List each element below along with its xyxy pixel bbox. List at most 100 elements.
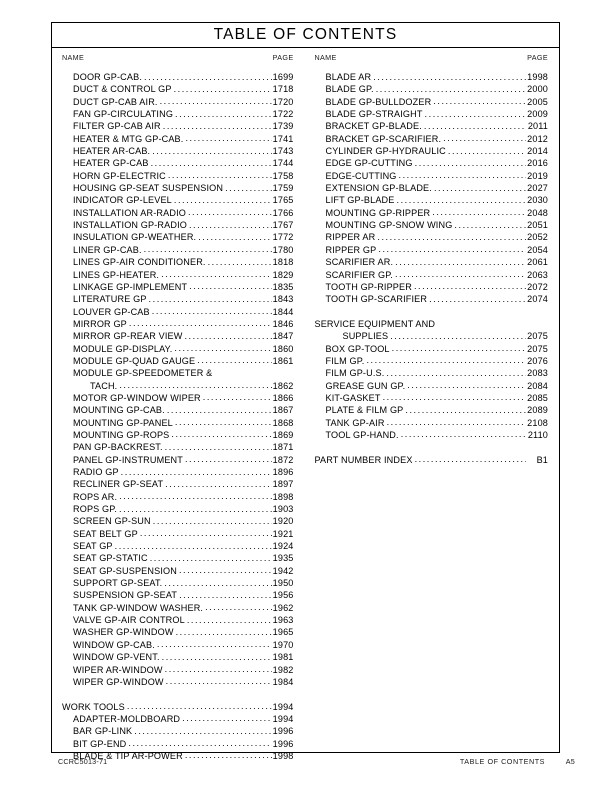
toc-entry-label: SCARIFIER AR. (325, 257, 394, 268)
toc-entry[interactable]: BLADE & TIP AR-POWER....................… (62, 750, 294, 762)
toc-entry[interactable]: LITERATURE GP...........................… (62, 293, 294, 305)
toc-entry[interactable]: EDGE GP-CUTTING.........................… (315, 157, 549, 169)
toc-entry[interactable]: WORK TOOLS..............................… (62, 701, 294, 713)
toc-entry[interactable]: TANK GP-AIR.............................… (315, 417, 549, 429)
toc-entry[interactable]: WASHER GP-WINDOW........................… (62, 626, 294, 638)
toc-entry[interactable]: ROPS GP.................................… (62, 503, 294, 515)
toc-entry[interactable]: BLADE AR................................… (315, 71, 549, 83)
toc-entry[interactable]: MOUNTING GP-SNOW WING...................… (315, 219, 549, 231)
toc-entry-label: LINER GP-CAB. (73, 244, 142, 255)
toc-entry[interactable]: HEATER AR-CAB...........................… (62, 145, 294, 157)
toc-leader-dots: ........................................… (394, 269, 526, 279)
toc-entry[interactable]: LINES GP-HEATER.........................… (62, 269, 294, 281)
toc-entry[interactable]: LINES GP-AIR CONDITIONER................… (62, 256, 294, 268)
toc-entry[interactable]: SEAT GP-STATIC..........................… (62, 552, 294, 564)
toc-entry[interactable]: HEATER GP-CAB...........................… (62, 157, 294, 169)
toc-entry-page-number: 2005 (527, 96, 548, 107)
toc-entry[interactable]: MODULE GP-SPEEDOMETER &.................… (62, 367, 294, 379)
toc-entry-page-number: 1720 (272, 96, 294, 107)
toc-entry[interactable]: BIT GP-END..............................… (62, 738, 294, 750)
toc-entry[interactable]: SUSPENSION GP-SEAT......................… (62, 589, 294, 601)
toc-entry-label: EDGE-CUTTING (325, 170, 397, 181)
toc-entry[interactable]: MOTOR GP-WINDOW WIPER...................… (62, 392, 294, 404)
toc-entry[interactable]: SCARIFIER AR............................… (315, 256, 549, 268)
toc-entry[interactable]: EDGE-CUTTING............................… (315, 170, 549, 182)
toc-leader-dots: ........................................… (454, 219, 526, 230)
toc-entry[interactable]: BLADE GP-BULLDOZER......................… (315, 96, 549, 108)
toc-entry[interactable]: RADIO GP................................… (62, 466, 294, 478)
toc-entry[interactable]: PAN GP-BACKREST.........................… (62, 441, 294, 453)
toc-entry[interactable]: RIPPER AR...............................… (315, 231, 549, 243)
toc-entry[interactable]: BAR GP-LINK.............................… (62, 725, 294, 737)
toc-entry[interactable]: BOX GP-TOOL.............................… (315, 343, 549, 355)
toc-entry[interactable]: FILM GP.................................… (315, 355, 549, 367)
toc-entry[interactable]: SUPPLIES................................… (315, 330, 549, 342)
toc-entry[interactable]: TOOTH GP-RIPPER.........................… (315, 281, 549, 293)
toc-entry[interactable]: MOUNTING GP-ROPS........................… (62, 429, 294, 441)
toc-entry[interactable]: TANK GP-WINDOW WASHER...................… (62, 602, 294, 614)
toc-entry-label: SCREEN GP-SUN (73, 516, 151, 527)
toc-entry-list-right: BLADE AR................................… (315, 71, 549, 466)
toc-entry[interactable]: HOUSING GP-SEAT SUSPENSION..............… (62, 182, 294, 194)
toc-entry[interactable]: FILTER GP-CAB AIR.......................… (62, 120, 294, 132)
toc-entry[interactable]: TOOL GP-HAND............................… (315, 429, 549, 441)
toc-entry[interactable]: PART NUMBER INDEX.......................… (315, 454, 549, 466)
toc-entry[interactable]: BRACKET GP-SCARIFIER....................… (315, 133, 549, 145)
toc-entry-page-number: 2048 (527, 207, 548, 218)
toc-entry-label: MOUNTING GP-PANEL (73, 417, 173, 428)
toc-entry[interactable]: MOUNTING GP-PANEL.......................… (62, 417, 294, 429)
toc-entry[interactable]: SEAT GP-SUSPENSION......................… (62, 565, 294, 577)
toc-entry[interactable]: GREASE GUN GP...........................… (315, 380, 549, 392)
toc-entry[interactable]: SEAT BELT GP............................… (62, 528, 294, 540)
toc-entry[interactable]: WIPER AR-WINDOW.........................… (62, 664, 294, 676)
toc-entry[interactable]: FAN GP-CIRCULATING......................… (62, 108, 294, 120)
toc-entry[interactable]: EXTENSION GP-BLADE......................… (315, 182, 549, 194)
toc-entry[interactable]: DUCT GP-CAB AIR.........................… (62, 96, 294, 108)
toc-entry[interactable]: KIT-GASKET..............................… (315, 392, 549, 404)
toc-entry[interactable]: RIPPER GP...............................… (315, 244, 549, 256)
toc-entry[interactable]: SCREEN GP-SUN...........................… (62, 515, 294, 527)
toc-entry[interactable]: DUCT & CONTROL GP.......................… (62, 83, 294, 95)
toc-entry[interactable]: INSTALLATION AR-RADIO...................… (62, 207, 294, 219)
toc-entry[interactable]: MIRROR GP-REAR VIEW.....................… (62, 330, 294, 342)
toc-entry[interactable]: MODULE GP-QUAD GAUGE....................… (62, 355, 294, 367)
toc-entry[interactable]: PANEL GP-INSTRUMENT.....................… (62, 454, 294, 466)
toc-entry[interactable]: MIRROR GP...............................… (62, 318, 294, 330)
toc-entry[interactable]: BLADE GP................................… (315, 83, 549, 95)
toc-entry[interactable]: SEAT GP.................................… (62, 540, 294, 552)
toc-entry[interactable]: RECLINER GP-SEAT........................… (62, 478, 294, 490)
toc-entry[interactable]: MOUNTING GP-CAB.........................… (62, 404, 294, 416)
toc-entry[interactable]: FILM GP-U.S.............................… (315, 367, 549, 379)
toc-entry[interactable]: MODULE GP-DISPLAY.......................… (62, 343, 294, 355)
toc-entry[interactable]: LINER GP-CAB............................… (62, 244, 294, 256)
footer-page-number: A5 (565, 757, 575, 766)
toc-entry[interactable]: BRACKET GP-BLADE........................… (315, 120, 549, 132)
toc-entry-label: SEAT GP (73, 541, 113, 552)
toc-entry[interactable]: TACH....................................… (62, 380, 294, 392)
toc-entry[interactable]: WINDOW GP-CAB...........................… (62, 639, 294, 651)
toc-entry[interactable]: WINDOW GP-VENT..........................… (62, 651, 294, 663)
toc-entry[interactable]: INDICATOR GP-LEVEL......................… (62, 194, 294, 206)
toc-leader-dots: ........................................… (151, 306, 272, 317)
toc-entry[interactable]: LIFT GP-BLADE...........................… (315, 194, 549, 206)
toc-entry[interactable]: CYLINDER GP-HYDRAULIC...................… (315, 145, 549, 157)
toc-entry[interactable]: SUPPORT GP-SEAT.........................… (62, 577, 294, 589)
toc-entry-label: TOOTH GP-RIPPER (325, 281, 412, 292)
toc-entry[interactable]: ROPS AR.................................… (62, 491, 294, 503)
toc-entry[interactable]: LOUVER GP-CAB...........................… (62, 306, 294, 318)
toc-entry[interactable]: DOOR GP-CAB.............................… (62, 71, 294, 83)
toc-entry[interactable]: ADAPTER-MOLDBOARD.......................… (62, 713, 294, 725)
toc-entry[interactable]: INSULATION GP-WEATHER...................… (62, 231, 294, 243)
toc-entry[interactable]: PLATE & FILM GP.........................… (315, 404, 549, 416)
toc-entry[interactable]: BLADE GP-STRAIGHT.......................… (315, 108, 549, 120)
toc-entry[interactable]: HORN GP-ELECTRIC........................… (62, 170, 294, 182)
toc-entry[interactable]: HEATER & MTG GP-CAB.....................… (62, 133, 294, 145)
toc-entry[interactable]: TOOTH GP-SCARIFIER......................… (315, 293, 549, 305)
toc-entry[interactable]: SCARIFIER GP............................… (315, 269, 549, 281)
toc-entry[interactable]: VALVE GP-AIR CONTROL....................… (62, 614, 294, 626)
toc-entry[interactable]: LINKAGE GP-IMPLEMENT....................… (62, 281, 294, 293)
toc-entry[interactable]: WIPER GP-WINDOW.........................… (62, 676, 294, 688)
toc-entry[interactable]: INSTALLATION GP-RADIO...................… (62, 219, 294, 231)
toc-entry[interactable]: MOUNTING GP-RIPPER......................… (315, 207, 549, 219)
toc-entry[interactable]: SERVICE EQUIPMENT AND...................… (315, 318, 549, 330)
